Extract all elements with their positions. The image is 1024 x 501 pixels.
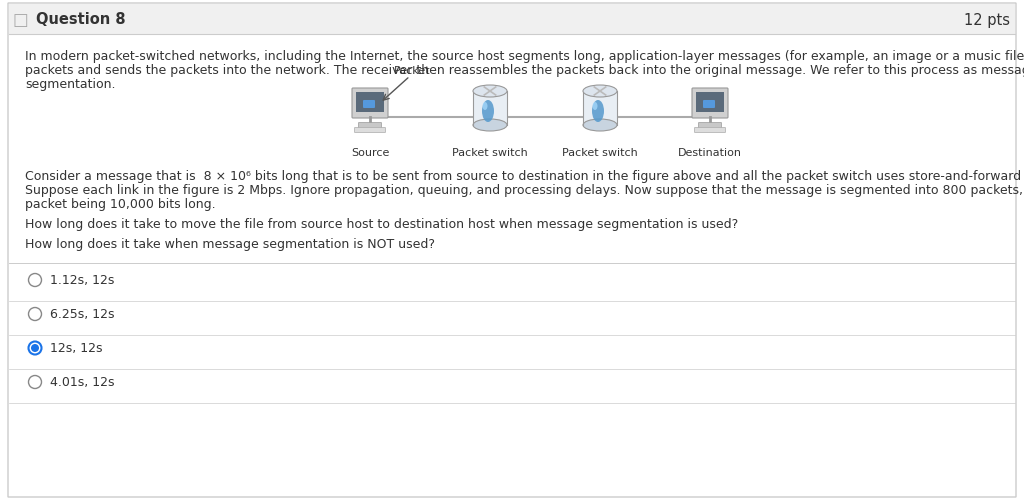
Text: Packet switch: Packet switch [453,148,528,158]
FancyBboxPatch shape [703,101,715,109]
FancyBboxPatch shape [8,4,1016,497]
Ellipse shape [482,103,487,111]
Ellipse shape [583,120,617,132]
Text: packets and sends the packets into the network. The receiver then reassembles th: packets and sends the packets into the n… [25,64,1024,77]
Text: segmentation.: segmentation. [25,78,116,91]
Circle shape [29,376,42,389]
Text: In modern packet-switched networks, including the Internet, the source host segm: In modern packet-switched networks, incl… [25,50,1024,63]
Text: Consider a message that is  8 × 10⁶ bits long that is to be sent from source to : Consider a message that is 8 × 10⁶ bits … [25,170,1024,183]
FancyBboxPatch shape [694,128,725,133]
FancyBboxPatch shape [356,93,384,113]
FancyBboxPatch shape [354,128,385,133]
Circle shape [29,342,42,355]
Text: Suppose each link in the figure is 2 Mbps. Ignore propagation, queuing, and proc: Suppose each link in the figure is 2 Mbp… [25,184,1024,196]
Text: 4.01s, 12s: 4.01s, 12s [50,376,115,389]
Text: How long does it take to move the file from source host to destination host when: How long does it take to move the file f… [25,217,738,230]
Circle shape [31,344,39,352]
FancyBboxPatch shape [352,89,388,119]
Ellipse shape [583,86,617,98]
Text: How long does it take when message segmentation is NOT used?: How long does it take when message segme… [25,237,435,250]
FancyBboxPatch shape [358,123,382,129]
Text: Question 8: Question 8 [36,13,126,28]
FancyBboxPatch shape [696,93,724,113]
FancyBboxPatch shape [583,90,617,126]
Ellipse shape [593,103,597,111]
Text: Packet switch: Packet switch [562,148,638,158]
Text: 1.12s, 12s: 1.12s, 12s [50,274,115,287]
Text: Destination: Destination [678,148,742,158]
FancyBboxPatch shape [698,123,722,129]
Circle shape [29,274,42,287]
Text: packet being 10,000 bits long.: packet being 10,000 bits long. [25,197,216,210]
FancyBboxPatch shape [692,89,728,119]
Text: Packet: Packet [393,66,430,76]
Ellipse shape [592,101,604,123]
Ellipse shape [482,101,494,123]
FancyBboxPatch shape [9,5,1015,35]
Text: 12s, 12s: 12s, 12s [50,342,102,355]
Text: 6.25s, 12s: 6.25s, 12s [50,308,115,321]
Text: 12 pts: 12 pts [964,13,1010,28]
Text: □: □ [12,11,28,29]
Ellipse shape [473,86,507,98]
Text: Source: Source [351,148,389,158]
FancyBboxPatch shape [473,90,507,126]
Ellipse shape [473,120,507,132]
Circle shape [29,308,42,321]
FancyBboxPatch shape [362,101,375,109]
